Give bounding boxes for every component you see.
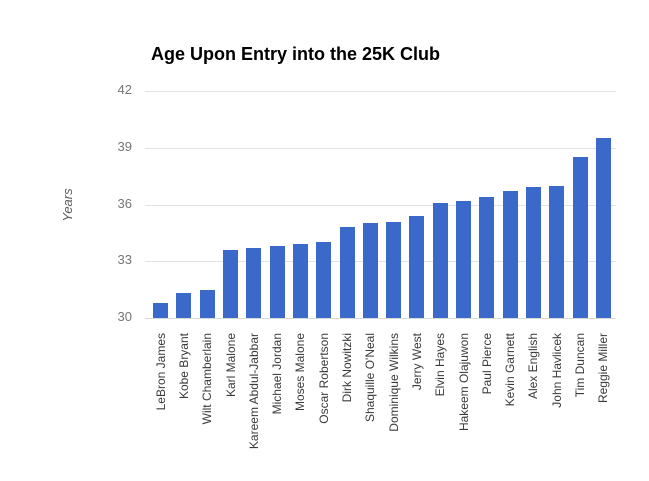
- x-axis-label: John Havlicek: [550, 333, 564, 408]
- bar[interactable]: [433, 203, 448, 318]
- bar[interactable]: [176, 293, 191, 318]
- bar[interactable]: [456, 201, 471, 318]
- bar[interactable]: [363, 223, 378, 318]
- y-axis-tick-label: 30: [117, 309, 132, 324]
- x-axis-label: Kevin Garnett: [503, 333, 517, 407]
- gridline: [145, 91, 616, 92]
- gridline: [145, 318, 616, 319]
- y-axis-tick-label: 33: [117, 252, 132, 267]
- x-axis-label: Tim Duncan: [573, 333, 587, 398]
- bar[interactable]: [270, 246, 285, 318]
- gridline: [145, 261, 616, 262]
- bar[interactable]: [503, 191, 518, 318]
- x-axis-label: Hakeem Olajuwon: [457, 333, 471, 432]
- bar[interactable]: [409, 216, 424, 318]
- y-axis-tick-label: 42: [117, 82, 132, 97]
- x-axis-label: Paul Pierce: [480, 333, 494, 395]
- x-axis-label: Moses Malone: [293, 333, 307, 412]
- x-axis-label: Michael Jordan: [270, 333, 284, 415]
- bar[interactable]: [573, 157, 588, 318]
- y-axis-title: Years: [60, 188, 75, 222]
- x-axis-label: Kareem Abdul-Jabbar: [247, 333, 261, 450]
- x-axis-label: Karl Malone: [224, 333, 238, 398]
- x-axis-label: Elvin Hayes: [433, 333, 447, 397]
- x-axis-label: Oscar Robertson: [317, 333, 331, 424]
- bar[interactable]: [246, 248, 261, 318]
- bar[interactable]: [526, 187, 541, 318]
- chart-title: Age Upon Entry into the 25K Club: [151, 44, 441, 64]
- bar[interactable]: [549, 186, 564, 318]
- bar[interactable]: [596, 138, 611, 318]
- x-axis-label: LeBron James: [154, 333, 168, 411]
- gridline: [145, 148, 616, 149]
- x-axis-label: Dirk Nowitzki: [340, 333, 354, 403]
- bar[interactable]: [153, 303, 168, 318]
- bar[interactable]: [386, 222, 401, 318]
- bar[interactable]: [223, 250, 238, 318]
- gridline: [145, 205, 616, 206]
- bar[interactable]: [200, 290, 215, 318]
- y-axis-tick-label: 39: [117, 139, 132, 154]
- bar[interactable]: [479, 197, 494, 318]
- x-axis-label: Kobe Bryant: [177, 333, 191, 400]
- x-axis-label: Dominique Wilkins: [387, 333, 401, 432]
- bar[interactable]: [293, 244, 308, 318]
- x-axis-label: Alex English: [526, 333, 540, 400]
- x-axis-label: Reggie Miller: [596, 333, 610, 404]
- x-axis-label: Wilt Chamberlain: [200, 333, 214, 425]
- bar[interactable]: [316, 242, 331, 318]
- x-axis-label: Jerry West: [410, 333, 424, 391]
- x-axis-label: Shaquille O'Neal: [363, 333, 377, 423]
- y-axis-tick-label: 36: [117, 196, 132, 211]
- bar[interactable]: [340, 227, 355, 318]
